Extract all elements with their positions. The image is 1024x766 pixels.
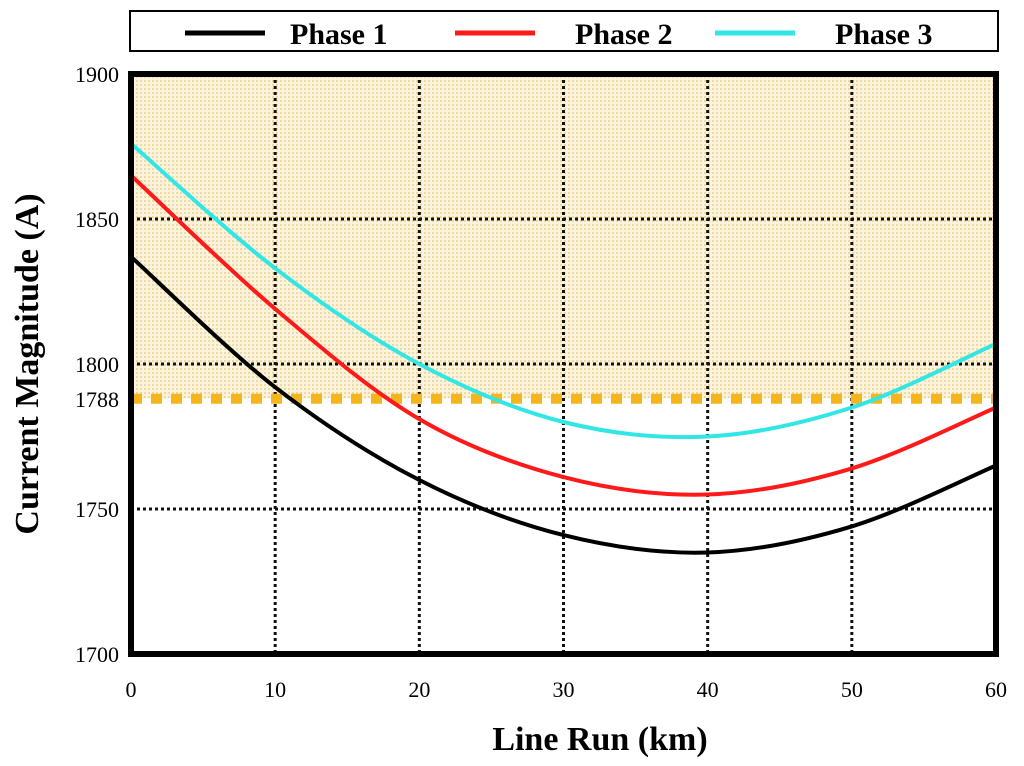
y-tick-label-1788: 1788 xyxy=(75,387,119,412)
x-tick-label-50: 50 xyxy=(841,677,863,702)
legend: Phase 1 Phase 2 Phase 3 xyxy=(129,10,999,52)
series-line-phase-2 xyxy=(129,174,997,497)
series-line-phase-3 xyxy=(129,142,997,440)
x-axis-title: Line Run (km) xyxy=(492,721,707,758)
y-tick-label-1800: 1800 xyxy=(75,352,119,377)
legend-label-phase-2: Phase 2 xyxy=(575,18,673,51)
y-tick-labels: 1700 1750 1788 1800 1850 1900 xyxy=(75,62,119,667)
x-tick-label-20: 20 xyxy=(408,677,430,702)
y-tick-label-1700: 1700 xyxy=(75,642,119,667)
x-tick-label-40: 40 xyxy=(697,677,719,702)
legend-label-phase-3: Phase 3 xyxy=(835,18,933,51)
y-tick-label-1750: 1750 xyxy=(75,497,119,522)
plot-frame xyxy=(128,71,999,657)
series-group xyxy=(129,142,997,555)
x-tick-label-30: 30 xyxy=(553,677,575,702)
x-tick-label-0: 0 xyxy=(126,677,137,702)
grid xyxy=(131,74,996,654)
y-tick-label-1850: 1850 xyxy=(75,207,119,232)
legend-box xyxy=(129,10,999,52)
y-tick-label-1900: 1900 xyxy=(75,62,119,87)
legend-label-phase-1: Phase 1 xyxy=(290,18,388,51)
x-tick-labels: 0 10 20 30 40 50 60 xyxy=(126,677,1008,702)
series-line-phase-1 xyxy=(129,255,997,555)
y-axis-title: Current Magnitude (A) xyxy=(9,193,46,534)
x-tick-label-60: 60 xyxy=(985,677,1007,702)
x-tick-label-10: 10 xyxy=(264,677,286,702)
